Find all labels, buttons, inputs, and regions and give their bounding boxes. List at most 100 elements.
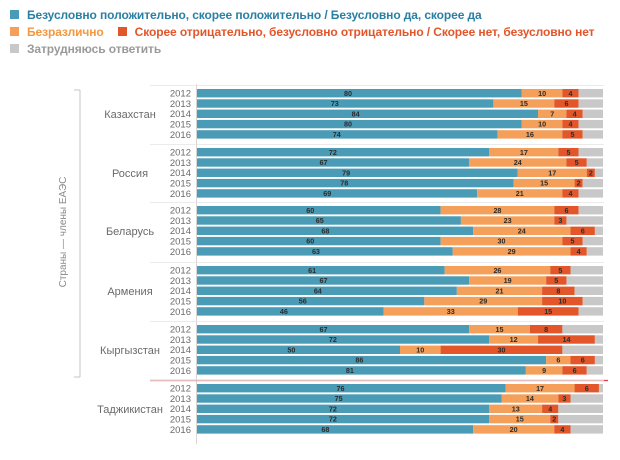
- data-label-negative: 6: [585, 384, 589, 393]
- year-label: 2013: [170, 394, 191, 405]
- bar-segment-neutral: [493, 99, 555, 108]
- legend: Безусловно положительно, скорее положите…: [10, 6, 615, 57]
- data-label-neutral: 24: [514, 158, 522, 167]
- data-label-positive: 84: [352, 109, 360, 118]
- bar-segment-positive: [197, 119, 522, 129]
- bar-segment-positive: [197, 216, 461, 225]
- data-label-negative: 4: [548, 404, 552, 413]
- year-label: 2014: [170, 168, 191, 179]
- bar-segment-negative: [562, 119, 579, 129]
- bar-segment-neutral: [501, 394, 559, 403]
- bar-segment-neutral: [517, 168, 587, 177]
- legend-label-negative: Скорее отрицательно, безусловно отрицате…: [134, 24, 595, 39]
- legend-row-2: Безразлично Скорее отрицательно, безусло…: [10, 23, 615, 40]
- bar-segment-unsure: [582, 236, 603, 246]
- year-label: 2016: [170, 189, 191, 200]
- year-label: 2014: [170, 226, 191, 237]
- bar-segment-negative: [562, 236, 583, 246]
- year-label: 2013: [170, 99, 191, 110]
- bar-segment-unsure: [582, 130, 603, 139]
- year-label: 2013: [170, 335, 191, 346]
- bar-segment-positive: [197, 355, 547, 365]
- bar-segment-negative: [570, 226, 595, 235]
- bar-segment-unsure: [582, 178, 603, 188]
- bar-segment-negative: [542, 286, 575, 295]
- bar-segment-negative: [558, 148, 579, 157]
- bar-segment-neutral: [505, 384, 575, 393]
- year-label: 2012: [170, 325, 191, 336]
- legend-item-neutral: Безразлично: [10, 25, 104, 39]
- bar-segment-unsure: [562, 345, 603, 354]
- year-label: 2012: [170, 89, 191, 100]
- data-label-negative: 30: [498, 345, 506, 354]
- bar-segment-negative: [574, 384, 599, 393]
- bar-segment-negative: [562, 189, 579, 198]
- bar-segment-positive: [197, 394, 502, 403]
- data-label-negative: 6: [581, 226, 585, 235]
- bar-segment-positive: [197, 109, 539, 118]
- year-label: 2012: [170, 148, 191, 159]
- year-label: 2012: [170, 266, 191, 277]
- bar-segment-unsure: [562, 325, 603, 334]
- bar-segment-positive: [197, 307, 384, 316]
- bar-segment-negative: [546, 276, 567, 285]
- data-label-positive: 80: [344, 120, 352, 129]
- country-label: Кыргызстан: [100, 345, 160, 357]
- bar-segment-positive: [197, 168, 518, 177]
- bar-segment-unsure: [598, 384, 603, 393]
- bar-segment-positive: [197, 206, 441, 215]
- bar-segment-negative: [586, 168, 595, 177]
- data-label-positive: 72: [329, 404, 337, 413]
- data-label-positive: 72: [329, 415, 337, 424]
- data-label-positive: 69: [323, 189, 331, 198]
- data-label-negative: 4: [569, 120, 573, 129]
- data-label-negative: 10: [558, 297, 566, 306]
- bar-segment-positive: [197, 366, 526, 375]
- data-label-positive: 46: [280, 307, 288, 316]
- data-label-negative: 4: [577, 247, 581, 256]
- legend-label-unsure: Затрудняюсь ответить: [27, 41, 162, 56]
- bar-segment-unsure: [578, 307, 603, 316]
- year-label: 2015: [170, 179, 191, 190]
- data-label-negative: 6: [564, 206, 568, 215]
- data-label-positive: 75: [335, 394, 343, 403]
- bar-segment-unsure: [558, 404, 603, 413]
- data-label-negative: 5: [558, 266, 562, 275]
- data-label-negative: 4: [569, 89, 573, 98]
- bar-segment-positive: [197, 247, 453, 256]
- data-label-negative: 8: [544, 325, 548, 334]
- bar-segment-unsure: [566, 276, 603, 285]
- bar-segment-neutral: [440, 236, 563, 246]
- year-label: 2016: [170, 130, 191, 141]
- legend-swatch-positive: [10, 10, 19, 19]
- bar-segment-neutral: [521, 119, 563, 129]
- bar-segment-unsure: [582, 109, 603, 118]
- bar-segment-neutral: [469, 276, 547, 285]
- data-label-negative: 15: [544, 307, 552, 316]
- legend-label-positive: Безусловно положительно, скорее положите…: [27, 7, 482, 22]
- bar-segment-neutral: [473, 425, 555, 434]
- data-label-negative: 2: [577, 179, 581, 188]
- bar-segment-neutral: [424, 296, 543, 306]
- year-label: 2016: [170, 247, 191, 258]
- data-label-neutral: 33: [447, 307, 455, 316]
- bar-segment-unsure: [586, 247, 603, 256]
- data-label-negative: 8: [556, 286, 560, 295]
- data-label-negative: 3: [558, 216, 562, 225]
- legend-row-1: Безусловно положительно, скорее положите…: [10, 6, 615, 23]
- bar-segment-positive: [197, 189, 478, 198]
- data-label-neutral: 20: [510, 425, 518, 434]
- data-label-neutral: 24: [518, 226, 526, 235]
- data-label-neutral: 7: [550, 109, 554, 118]
- bar-segment-neutral: [521, 89, 563, 98]
- legend-swatch-unsure: [10, 44, 19, 53]
- year-label: 2013: [170, 216, 191, 227]
- bar-segment-negative: [554, 206, 579, 215]
- bar-segment-positive: [197, 226, 474, 235]
- data-label-neutral: 26: [493, 266, 501, 275]
- data-label-neutral: 15: [520, 99, 528, 108]
- bar-segment-neutral: [477, 189, 563, 198]
- data-label-neutral: 14: [526, 394, 534, 403]
- data-label-positive: 74: [333, 130, 341, 139]
